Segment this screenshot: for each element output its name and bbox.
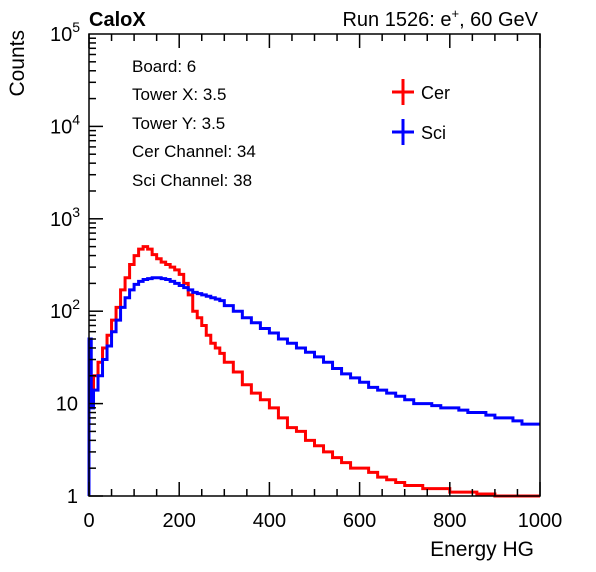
run-label-suffix: , 60 GeV	[459, 9, 539, 31]
series-line-cer	[87, 245, 540, 498]
plot-area	[87, 245, 540, 498]
y-tick-label: 103	[50, 204, 80, 231]
x-tick-label: 400	[253, 510, 286, 532]
y-tick-label: 10	[56, 394, 78, 416]
legend-entry-cer: Cer	[392, 79, 450, 105]
y-tick-base: 10	[50, 24, 72, 46]
y-axis-label: Counts	[6, 30, 29, 97]
series-line-sci	[87, 276, 540, 496]
x-axis-label: Energy HG	[430, 538, 534, 561]
y-tick-base: 10	[50, 301, 72, 323]
y-tick-label: 104	[50, 111, 80, 138]
x-tick-label: 200	[163, 510, 196, 532]
run-label-prefix: Run 1526: e	[342, 9, 451, 31]
info-line: Tower X: 3.5	[132, 85, 227, 104]
y-tick-exp: 2	[72, 296, 80, 312]
y-tick-label: 102	[50, 296, 80, 323]
info-line: Board: 6	[132, 57, 196, 76]
y-tick-base: 10	[50, 116, 72, 138]
run-label-sup: +	[451, 6, 459, 21]
y-tick-label: 105	[50, 19, 80, 46]
y-tick-exp: 5	[72, 19, 80, 35]
legend-entry-sci: Sci	[392, 119, 446, 145]
x-tick-label: 800	[433, 510, 466, 532]
x-tick-label: 0	[83, 510, 94, 532]
legend-label-sci: Sci	[421, 123, 446, 143]
legend: Cer Sci	[392, 79, 450, 145]
y-tick-exp: 4	[72, 111, 80, 127]
experiment-label: CaloX	[89, 9, 146, 31]
y-tick-base: 10	[50, 209, 72, 231]
info-box: Board: 6 Tower X: 3.5 Tower Y: 3.5 Cer C…	[132, 57, 256, 190]
x-tick-label: 600	[343, 510, 376, 532]
y-tick-exp: 3	[72, 204, 80, 220]
legend-label-cer: Cer	[421, 83, 450, 103]
info-line: Tower Y: 3.5	[132, 114, 225, 133]
x-tick-label: 1000	[518, 510, 563, 532]
y-tick-label: 1	[67, 486, 78, 508]
info-line: Sci Channel: 38	[132, 171, 252, 190]
info-line: Cer Channel: 34	[132, 142, 256, 161]
run-label: Run 1526: e+, 60 GeV	[342, 6, 538, 31]
